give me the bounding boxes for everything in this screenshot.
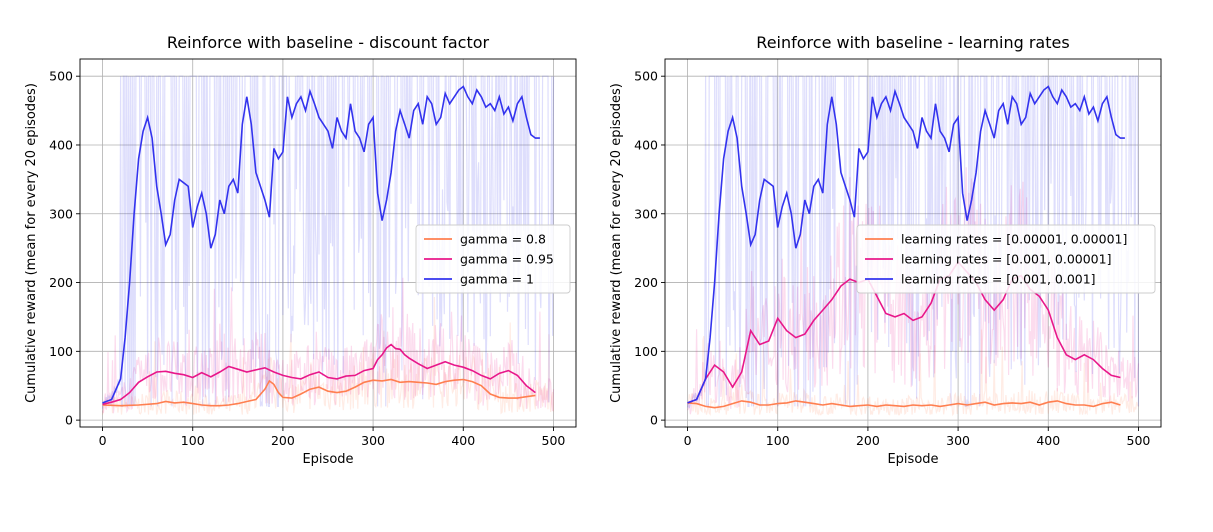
legend-label: learning rates = [0.00001, 0.00001]	[901, 232, 1127, 247]
x-tick-label: 200	[271, 433, 295, 448]
legend-label: gamma = 0.8	[460, 232, 546, 247]
series-line-1	[687, 260, 1121, 404]
y-tick-label: 0	[65, 413, 73, 428]
y-tick-label: 500	[634, 69, 658, 84]
raw-trace-2	[686, 75, 1140, 409]
legend-label: learning rates = [0.001, 0.001]	[901, 272, 1096, 287]
chart-title: Reinforce with baseline - discount facto…	[167, 33, 490, 52]
x-axis-label: Episode	[887, 452, 938, 467]
y-tick-label: 200	[49, 275, 73, 290]
y-axis-label: Cumulative reward (mean for every 20 epi…	[24, 83, 39, 403]
x-tick-label: 300	[946, 433, 970, 448]
series-line-0	[102, 378, 536, 407]
y-tick-label: 100	[49, 344, 73, 359]
x-tick-label: 400	[1036, 433, 1060, 448]
plot-area	[686, 75, 1140, 417]
legend-box	[415, 224, 571, 294]
x-tick-label: 200	[856, 433, 880, 448]
y-tick-label: 400	[49, 137, 73, 152]
legend: gamma = 0.8 gamma = 0.95 gamma = 1	[415, 224, 571, 294]
y-tick-label: 400	[634, 137, 658, 152]
x-tick-label: 0	[684, 433, 692, 448]
legend-label: learning rates = [0.001, 0.00001]	[901, 252, 1111, 267]
series-line-2	[687, 85, 1125, 404]
x-tick-label: 500	[542, 433, 566, 448]
x-tick-label: 300	[361, 433, 385, 448]
raw-trace-0	[101, 296, 555, 415]
axes-frame	[664, 58, 1162, 428]
y-tick-label: 0	[650, 413, 658, 428]
x-axis-label: Episode	[302, 452, 353, 467]
x-tick-label: 500	[1127, 433, 1151, 448]
legend: learning rates = [0.00001, 0.00001] learn…	[856, 224, 1156, 294]
series-line-0	[687, 400, 1121, 409]
y-tick-label: 200	[634, 275, 658, 290]
y-tick-label: 300	[634, 206, 658, 221]
y-tick-label: 300	[49, 206, 73, 221]
y-axis-label: Cumulative reward (mean for every 20 epi…	[609, 83, 624, 403]
legend-label: gamma = 1	[460, 272, 534, 287]
axes-frame	[79, 58, 577, 428]
chart-learning-rates: 0 100 200 300 400 500 0 100 200 300 400 500 Reinforc…	[609, 33, 1162, 467]
chart-discount-factor: 0 100 200 300 400 500 0 100 200 300 400 500 Reinforc…	[24, 33, 577, 467]
x-tick-label: 400	[451, 433, 475, 448]
x-tick-label: 100	[181, 433, 205, 448]
series-line-1	[102, 343, 536, 406]
series-line-2	[102, 85, 540, 404]
y-tick-label: 100	[634, 344, 658, 359]
raw-trace-2	[101, 75, 555, 409]
chart-title: Reinforce with baseline - learning rates	[756, 33, 1069, 52]
legend-label: gamma = 0.95	[460, 252, 554, 267]
legend-box	[856, 224, 1156, 294]
raw-trace-0	[687, 329, 1139, 417]
plot-area	[101, 75, 555, 415]
y-tick-label: 500	[49, 69, 73, 84]
raw-trace-1	[687, 167, 1140, 415]
x-tick-label: 0	[99, 433, 107, 448]
x-tick-label: 100	[766, 433, 790, 448]
